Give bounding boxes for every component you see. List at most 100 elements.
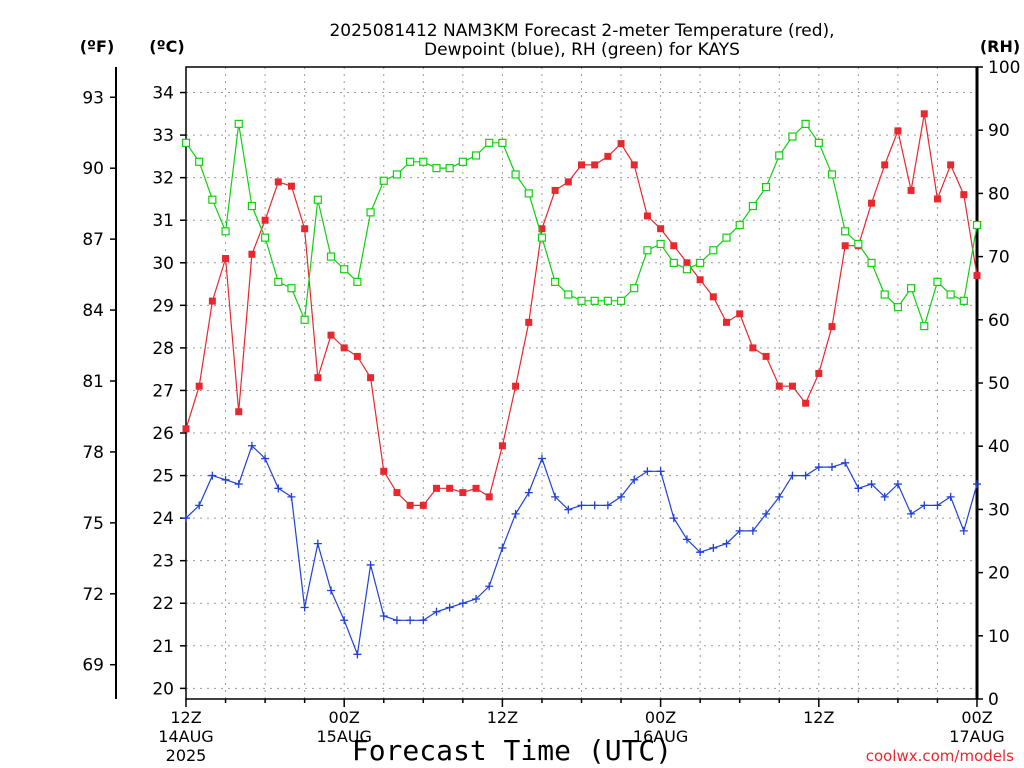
dewpoint-point bbox=[933, 501, 942, 510]
temperature-point bbox=[538, 225, 546, 233]
rh-point bbox=[946, 290, 955, 299]
dewpoint-point bbox=[458, 599, 467, 608]
rh-point bbox=[564, 290, 573, 299]
rh-tick-label: 50 bbox=[988, 374, 1010, 394]
rh-point bbox=[867, 258, 876, 268]
rh-tick-label: 0 bbox=[988, 690, 999, 710]
celsius-tick-label: 20 bbox=[152, 679, 174, 699]
rh-point bbox=[735, 220, 744, 230]
rh-point bbox=[603, 296, 612, 305]
rh-point bbox=[234, 119, 243, 128]
celsius-tick-label: 31 bbox=[152, 211, 174, 231]
dewpoint-point bbox=[603, 501, 612, 510]
rh-point bbox=[261, 233, 270, 242]
dewpoint-point bbox=[788, 471, 797, 480]
rh-point bbox=[696, 258, 705, 268]
temperature-point bbox=[261, 216, 269, 224]
celsius-tick-label: 23 bbox=[152, 552, 174, 572]
temperature-point bbox=[274, 178, 282, 186]
chart-title-line2: Dewpoint (blue), RH (green) for KAYS bbox=[424, 40, 740, 60]
temperature-point bbox=[182, 425, 190, 433]
temperature-point bbox=[287, 182, 295, 190]
dewpoint-point bbox=[208, 471, 217, 480]
rh-point bbox=[920, 322, 929, 331]
x-tick-date: 14AUG bbox=[158, 727, 213, 746]
rh-point bbox=[656, 239, 665, 249]
temperature-point bbox=[696, 276, 704, 284]
rh-point bbox=[893, 303, 903, 312]
dewpoint-point bbox=[656, 467, 665, 476]
temperature-point bbox=[933, 195, 941, 203]
temperature-point bbox=[353, 352, 361, 360]
temperature-point bbox=[788, 382, 796, 390]
temperature-point bbox=[367, 374, 375, 382]
temperature-point bbox=[973, 272, 981, 280]
rh-point bbox=[181, 138, 191, 147]
rh-point bbox=[485, 138, 494, 147]
dewpoint-point bbox=[485, 582, 494, 591]
temperature-point bbox=[802, 399, 810, 407]
rh-point bbox=[551, 277, 560, 286]
temperature-point bbox=[868, 199, 876, 207]
rh-point bbox=[392, 170, 402, 179]
plot-axes: 20 21 22 23 24 25 26 27 28 29 30 31 32 33 34 69 72 75 78 81… bbox=[82, 58, 1020, 765]
dewpoint-point bbox=[682, 535, 691, 544]
fahrenheit-tick-label: 84 bbox=[82, 301, 104, 321]
temperature-point bbox=[222, 255, 230, 263]
temperature-point bbox=[736, 310, 744, 318]
rh-line bbox=[185, 122, 978, 329]
rh-point bbox=[590, 296, 599, 305]
temperature-point bbox=[472, 484, 480, 492]
rh-point bbox=[366, 208, 375, 217]
dewpoint-point bbox=[946, 492, 955, 501]
temperature-point bbox=[709, 293, 717, 301]
rh-point bbox=[748, 201, 757, 211]
x-tick-date: 16AUG bbox=[633, 727, 688, 746]
rh-point bbox=[933, 277, 942, 286]
dewpoint-point bbox=[472, 594, 481, 603]
rh-point bbox=[643, 246, 652, 255]
rh-point bbox=[630, 284, 639, 293]
plot-series bbox=[181, 110, 982, 659]
dewpoint-point bbox=[748, 526, 757, 535]
rh-point bbox=[761, 182, 771, 192]
dewpoint-point bbox=[498, 543, 507, 552]
x-tick-label: 12Z bbox=[170, 708, 201, 727]
temperature-point bbox=[762, 352, 770, 360]
rh-point bbox=[274, 277, 283, 286]
dewpoint-point bbox=[959, 526, 968, 535]
plot-grid bbox=[186, 67, 977, 699]
dewpoint-point bbox=[669, 514, 678, 523]
temperature-point bbox=[723, 318, 731, 326]
dewpoint-point bbox=[511, 509, 520, 518]
rh-point bbox=[959, 296, 968, 305]
fahrenheit-tick-label: 81 bbox=[82, 372, 104, 392]
celsius-tick-label: 32 bbox=[152, 169, 174, 189]
rh-point bbox=[247, 201, 257, 211]
temperature-point bbox=[393, 489, 401, 497]
celsius-unit-label: (ºC) bbox=[149, 37, 184, 56]
dewpoint-point bbox=[722, 539, 731, 548]
rh-point bbox=[775, 151, 784, 160]
temperature-point bbox=[406, 501, 414, 509]
rh-unit-label: (RH) bbox=[980, 37, 1020, 56]
dewpoint-point bbox=[630, 475, 639, 484]
celsius-tick-label: 24 bbox=[152, 509, 174, 529]
x-tick-label: 00Z bbox=[645, 708, 676, 727]
temperature-point bbox=[670, 242, 678, 250]
rh-tick-label: 20 bbox=[988, 564, 1010, 584]
rh-point bbox=[340, 265, 349, 274]
dewpoint-point bbox=[814, 463, 823, 472]
dewpoint-point bbox=[261, 454, 270, 463]
dewpoint-point bbox=[195, 501, 204, 510]
dewpoint-point bbox=[432, 607, 441, 616]
rh-point bbox=[814, 138, 823, 147]
temperature-point bbox=[960, 191, 968, 199]
fahrenheit-unit-label: (ºF) bbox=[80, 37, 115, 56]
dewpoint-point bbox=[643, 467, 652, 476]
x-tick-label: 00Z bbox=[961, 708, 992, 727]
temperature-point bbox=[459, 489, 467, 497]
dewpoint-point bbox=[340, 616, 349, 625]
celsius-tick-label: 34 bbox=[152, 84, 174, 104]
